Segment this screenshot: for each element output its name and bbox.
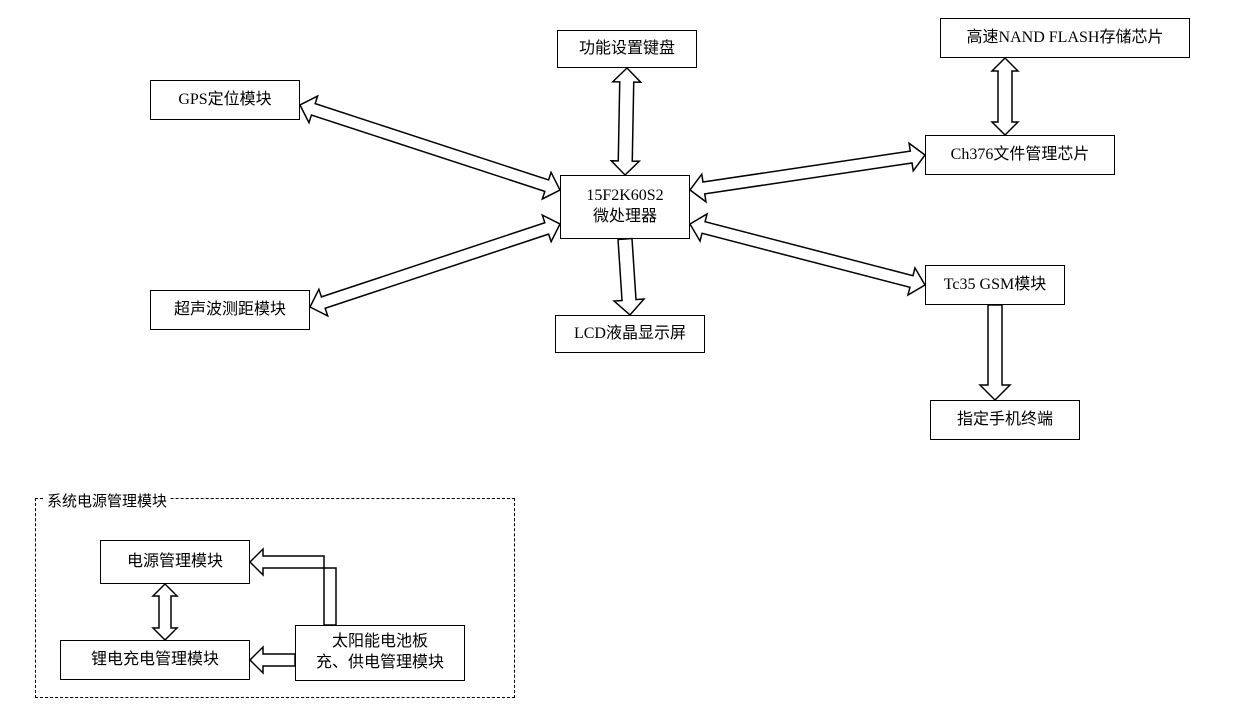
gps-node: GPS定位模块 — [150, 80, 300, 120]
li-charge-node: 锂电充电管理模块 — [60, 640, 250, 680]
lcd-node: LCD液晶显示屏 — [555, 315, 705, 353]
phone-node: 指定手机终端 — [930, 400, 1080, 440]
ultrasonic-node: 超声波测距模块 — [150, 290, 310, 330]
power-region-label: 系统电源管理模块 — [45, 490, 169, 511]
file-chip-node: Ch376文件管理芯片 — [925, 135, 1115, 175]
nand-node: 高速NAND FLASH存储芯片 — [940, 18, 1190, 58]
cpu-node: 15F2K60S2 微处理器 — [560, 175, 690, 239]
power-mgmt-node: 电源管理模块 — [100, 540, 250, 584]
gsm-node: Tc35 GSM模块 — [925, 265, 1065, 305]
keyboard-node: 功能设置键盘 — [557, 30, 697, 68]
solar-node: 太阳能电池板 充、供电管理模块 — [295, 625, 465, 681]
